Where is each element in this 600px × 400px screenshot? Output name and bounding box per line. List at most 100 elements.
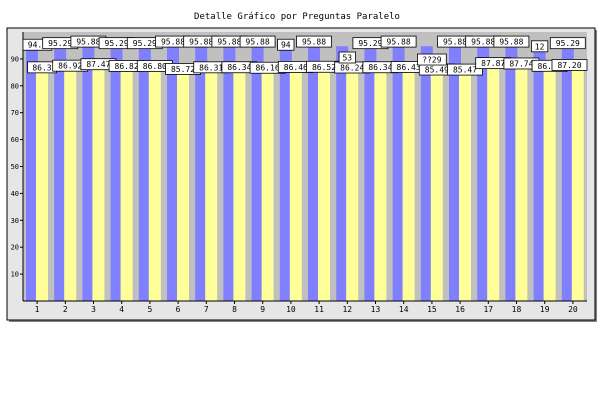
x-tick-label-12: 12 [342,305,352,314]
label-series1-9-box [239,35,276,48]
x-tick-label-8: 8 [232,305,237,314]
bar-series1-4 [110,44,123,302]
bar-series1-8 [223,43,236,302]
x-tick-label-10: 10 [286,305,296,314]
label-series1-9: 95.88 [239,35,276,48]
bar-series2-20 [571,66,584,301]
bar-series1-5 [138,44,151,302]
label-series1-14-box [380,35,417,48]
label-series1-9-text: 95.88 [246,38,270,47]
bar-series2-1 [36,68,48,301]
y-tick-label-50: 50 [11,163,19,171]
label-series1-2-text: 95.29 [48,39,72,48]
bar-series1-6 [167,43,179,302]
label-extra-0-text: 53 [342,54,352,63]
label-series2-16: 85.47 [447,63,483,76]
x-tick-label-3: 3 [91,305,96,314]
label-series1-3-text: 95.88 [76,38,100,47]
label-series2-16-box [447,63,483,76]
label-series1-4-text: 95.29 [105,39,129,48]
label-series2-15-text: 85.49 [425,66,449,75]
label-series1-14-text: 95.88 [387,38,411,47]
bar-series2-17 [487,64,500,301]
labels-layer: 94.7 86.3 95.29 86.92 95.88 87.47 95.29 86.82 95… [22,35,588,76]
bar-series1-3 [82,43,95,302]
label-series1-10-box [277,38,295,51]
bar-series2-9 [261,69,274,301]
y-tick-label-20: 20 [11,244,19,252]
label-series1-6-text: 95.88 [161,38,185,47]
label-series1-1-text: 94.7 [28,41,47,50]
label-series2-5-text: 86.80 [143,62,167,71]
label-series2-12-text: 86.24 [340,64,364,73]
label-series2-19-text: 86.88 [538,62,562,71]
label-series1-13-text: 95.29 [358,39,382,48]
y-tick-label-90: 90 [11,55,19,63]
label-series1-18-text: 95.88 [499,38,523,47]
label-series1-8-text: 95.88 [217,38,241,47]
y-tick-label-10: 10 [11,271,19,279]
bar-series1-10 [279,46,292,301]
x-tick-label-14: 14 [399,305,409,314]
bar-series1-13 [364,44,377,302]
label-series2-6-text: 85.72 [171,65,195,74]
y-tick-label-40: 40 [11,190,19,198]
label-series2-4-text: 86.82 [115,62,139,71]
label-series1-17-text: 95.88 [471,38,495,47]
bar-series1-7 [195,43,208,302]
x-tick-label-4: 4 [119,305,124,314]
x-tick-label-18: 18 [512,305,522,314]
label-series1-5-text: 95.29 [133,39,157,48]
label-series1-11-text: 95.88 [302,38,326,47]
label-series2-7-text: 86.31 [199,63,223,72]
label-extra-1: ??29 [417,53,447,66]
label-extra-1-text: ??29 [422,56,441,65]
x-tick-label-7: 7 [204,305,209,314]
bars-layer [26,43,584,302]
y-tick-label-30: 30 [11,217,19,225]
label-series1-19-text: 12 [535,42,545,51]
bar-series2-8 [233,68,246,302]
label-series2-20: 87.20 [551,59,588,71]
bar-series1-12 [336,46,349,301]
label-series1-7-text: 95.88 [189,38,213,47]
label-extra-0-box [338,51,356,64]
label-series2-14-text: 86.43 [397,63,421,72]
bar-series2-3 [92,65,105,302]
bar-series2-15 [430,71,443,302]
label-series2-1: 86.3 [27,61,57,74]
bar-series2-6 [177,70,189,301]
bar-series1-14 [392,43,405,302]
bar-series2-7 [205,68,218,301]
bar-series2-4 [120,67,133,302]
label-extra-0: 53 [338,51,356,64]
label-series2-11-text: 86.52 [312,63,336,72]
bar-series2-18 [515,64,528,301]
x-tick-label-13: 13 [371,305,381,314]
x-tick-label-9: 9 [260,305,265,314]
label-series1-11: 95.88 [296,35,332,48]
label-series2-3-text: 87.47 [86,60,110,69]
bar-series2-5 [148,67,161,302]
label-series2-16-text: 85.47 [453,66,477,75]
x-tick-label-2: 2 [63,305,68,314]
bar-series2-11 [318,68,330,301]
label-series1-20: 95.29 [549,37,586,50]
bar-series1-17 [477,43,490,302]
x-tick-label-5: 5 [147,305,152,314]
x-tick-label-20: 20 [568,305,578,314]
label-series1-18: 95.88 [493,35,530,48]
x-tick-label-17: 17 [483,305,493,314]
label-extra-1-box [417,53,447,66]
x-tick-label-1: 1 [35,305,40,314]
bar-series1-16 [449,43,461,302]
label-series1-10: 94 [277,38,295,51]
label-series2-20-box [551,59,588,71]
label-series2-18-text: 87.74 [509,59,533,68]
bar-series1-1 [26,46,38,301]
label-series1-19-box [531,40,549,53]
label-series1-14: 95.88 [380,35,417,48]
x-tick-label-11: 11 [314,305,324,314]
bar-series2-2 [64,67,77,301]
